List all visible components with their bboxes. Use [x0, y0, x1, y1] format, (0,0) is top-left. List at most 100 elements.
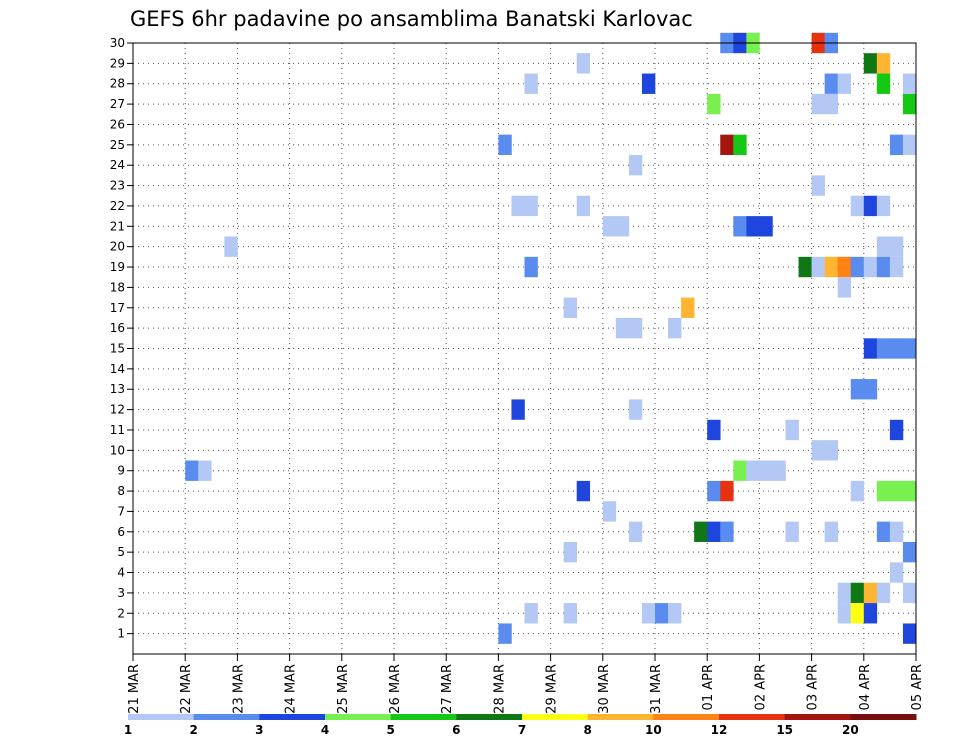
x-tick-label: 27 MAR [440, 664, 455, 714]
precip-cell [628, 317, 643, 339]
precip-cell [707, 480, 721, 502]
y-axis-member-ticks: 1234567891011121314151617181920212223242… [110, 36, 133, 641]
y-tick-label: 2 [117, 606, 125, 620]
y-tick-label: 30 [110, 36, 125, 50]
legend-swatch [325, 714, 392, 720]
precip-cell [889, 236, 904, 257]
x-tick-label: 23 MAR [231, 664, 246, 714]
precip-cell [524, 195, 538, 217]
precip-cell [876, 236, 891, 257]
precip-cell [576, 480, 591, 502]
precip-cell [876, 256, 891, 278]
precip-cell [759, 216, 773, 237]
precip-cell [720, 521, 734, 542]
y-tick-label: 20 [110, 240, 125, 254]
precip-cell [615, 216, 630, 237]
precip-cell [576, 53, 591, 74]
precip-cell [563, 603, 577, 624]
precip-cell [720, 134, 734, 156]
precip-cell [198, 460, 212, 481]
legend-tick-label: 8 [583, 723, 591, 737]
y-tick-label: 25 [110, 138, 125, 152]
precip-cell [863, 379, 878, 400]
x-tick-label: 26 MAR [388, 664, 403, 714]
precip-cell [824, 93, 838, 115]
precip-cell [876, 73, 891, 94]
y-tick-label: 18 [110, 280, 125, 294]
precip-cell [889, 480, 904, 502]
y-tick-label: 22 [110, 199, 125, 213]
precip-cell [615, 317, 630, 339]
y-tick-label: 10 [110, 443, 125, 457]
x-axis-day-ticks: 21 MAR 22 MAR 23 MAR 24 MAR 25 MAR 26 MAR 27 M… [127, 654, 925, 714]
legend-tick-label: 2 [189, 723, 197, 737]
precip-cell [785, 419, 799, 441]
y-tick-label: 13 [110, 382, 125, 396]
precip-cell [681, 297, 695, 318]
legend-tick-label: 3 [255, 723, 263, 737]
precip-cell [902, 582, 917, 604]
legend-swatch [390, 714, 457, 720]
precip-cell [524, 73, 538, 94]
legend-tick-label: 7 [518, 723, 526, 737]
legend-tick-label: 12 [711, 723, 728, 737]
legend-tick-label: 1 [124, 723, 132, 737]
x-tick-label: 28 MAR [492, 664, 507, 714]
y-tick-label: 12 [110, 403, 125, 417]
precip-cell [837, 277, 852, 298]
legend-tick-label: 20 [842, 723, 859, 737]
precip-cell [746, 460, 760, 481]
precip-cell [707, 419, 721, 441]
x-tick-label: 21 MAR [127, 664, 142, 714]
precip-cell [824, 73, 838, 94]
precip-cell [902, 480, 917, 502]
y-tick-label: 7 [117, 504, 125, 518]
precip-cell [876, 521, 891, 542]
precip-cell [811, 93, 825, 115]
x-tick-label: 03 APR [806, 664, 821, 710]
precip-cell [224, 236, 238, 257]
precip-cell [863, 603, 878, 624]
precip-cell [576, 195, 591, 217]
legend-swatch [193, 714, 260, 720]
legend-swatch [456, 714, 523, 720]
legend-tick-label: 15 [776, 723, 793, 737]
y-tick-label: 17 [110, 301, 125, 315]
precip-cell [824, 440, 838, 461]
y-tick-label: 19 [110, 260, 125, 274]
y-tick-label: 15 [110, 342, 125, 356]
y-tick-label: 6 [117, 525, 125, 539]
legend-tick-label: 10 [645, 723, 662, 737]
precip-cell [511, 195, 525, 217]
precip-cell [850, 582, 865, 604]
precip-cell [837, 582, 852, 604]
y-tick-label: 24 [110, 158, 125, 172]
precip-cell [746, 216, 760, 237]
precip-cell [876, 582, 891, 604]
precip-cell [837, 603, 852, 624]
x-tick-label: 05 APR [910, 664, 925, 710]
legend-swatch [653, 714, 720, 720]
precip-cell [902, 541, 917, 563]
precip-cell [498, 623, 512, 644]
precip-cell [655, 603, 669, 624]
precip-cell [524, 256, 538, 278]
precip-cell [602, 216, 617, 237]
precip-cell [837, 256, 852, 278]
precip-cell [902, 338, 917, 359]
legend-swatch [850, 714, 917, 720]
x-tick-label: 24 MAR [284, 664, 299, 714]
precip-cell [811, 175, 825, 196]
precip-cell [889, 134, 904, 156]
precip-cell [863, 53, 878, 74]
precip-cell [733, 460, 747, 481]
x-tick-label: 02 APR [753, 664, 768, 710]
precip-cell [850, 603, 865, 624]
precip-cell [863, 195, 878, 217]
x-tick-label: 04 APR [858, 664, 873, 710]
precip-cell [811, 256, 825, 278]
precip-cell [863, 338, 878, 359]
precip-cell [524, 603, 538, 624]
precip-cell [628, 521, 643, 542]
